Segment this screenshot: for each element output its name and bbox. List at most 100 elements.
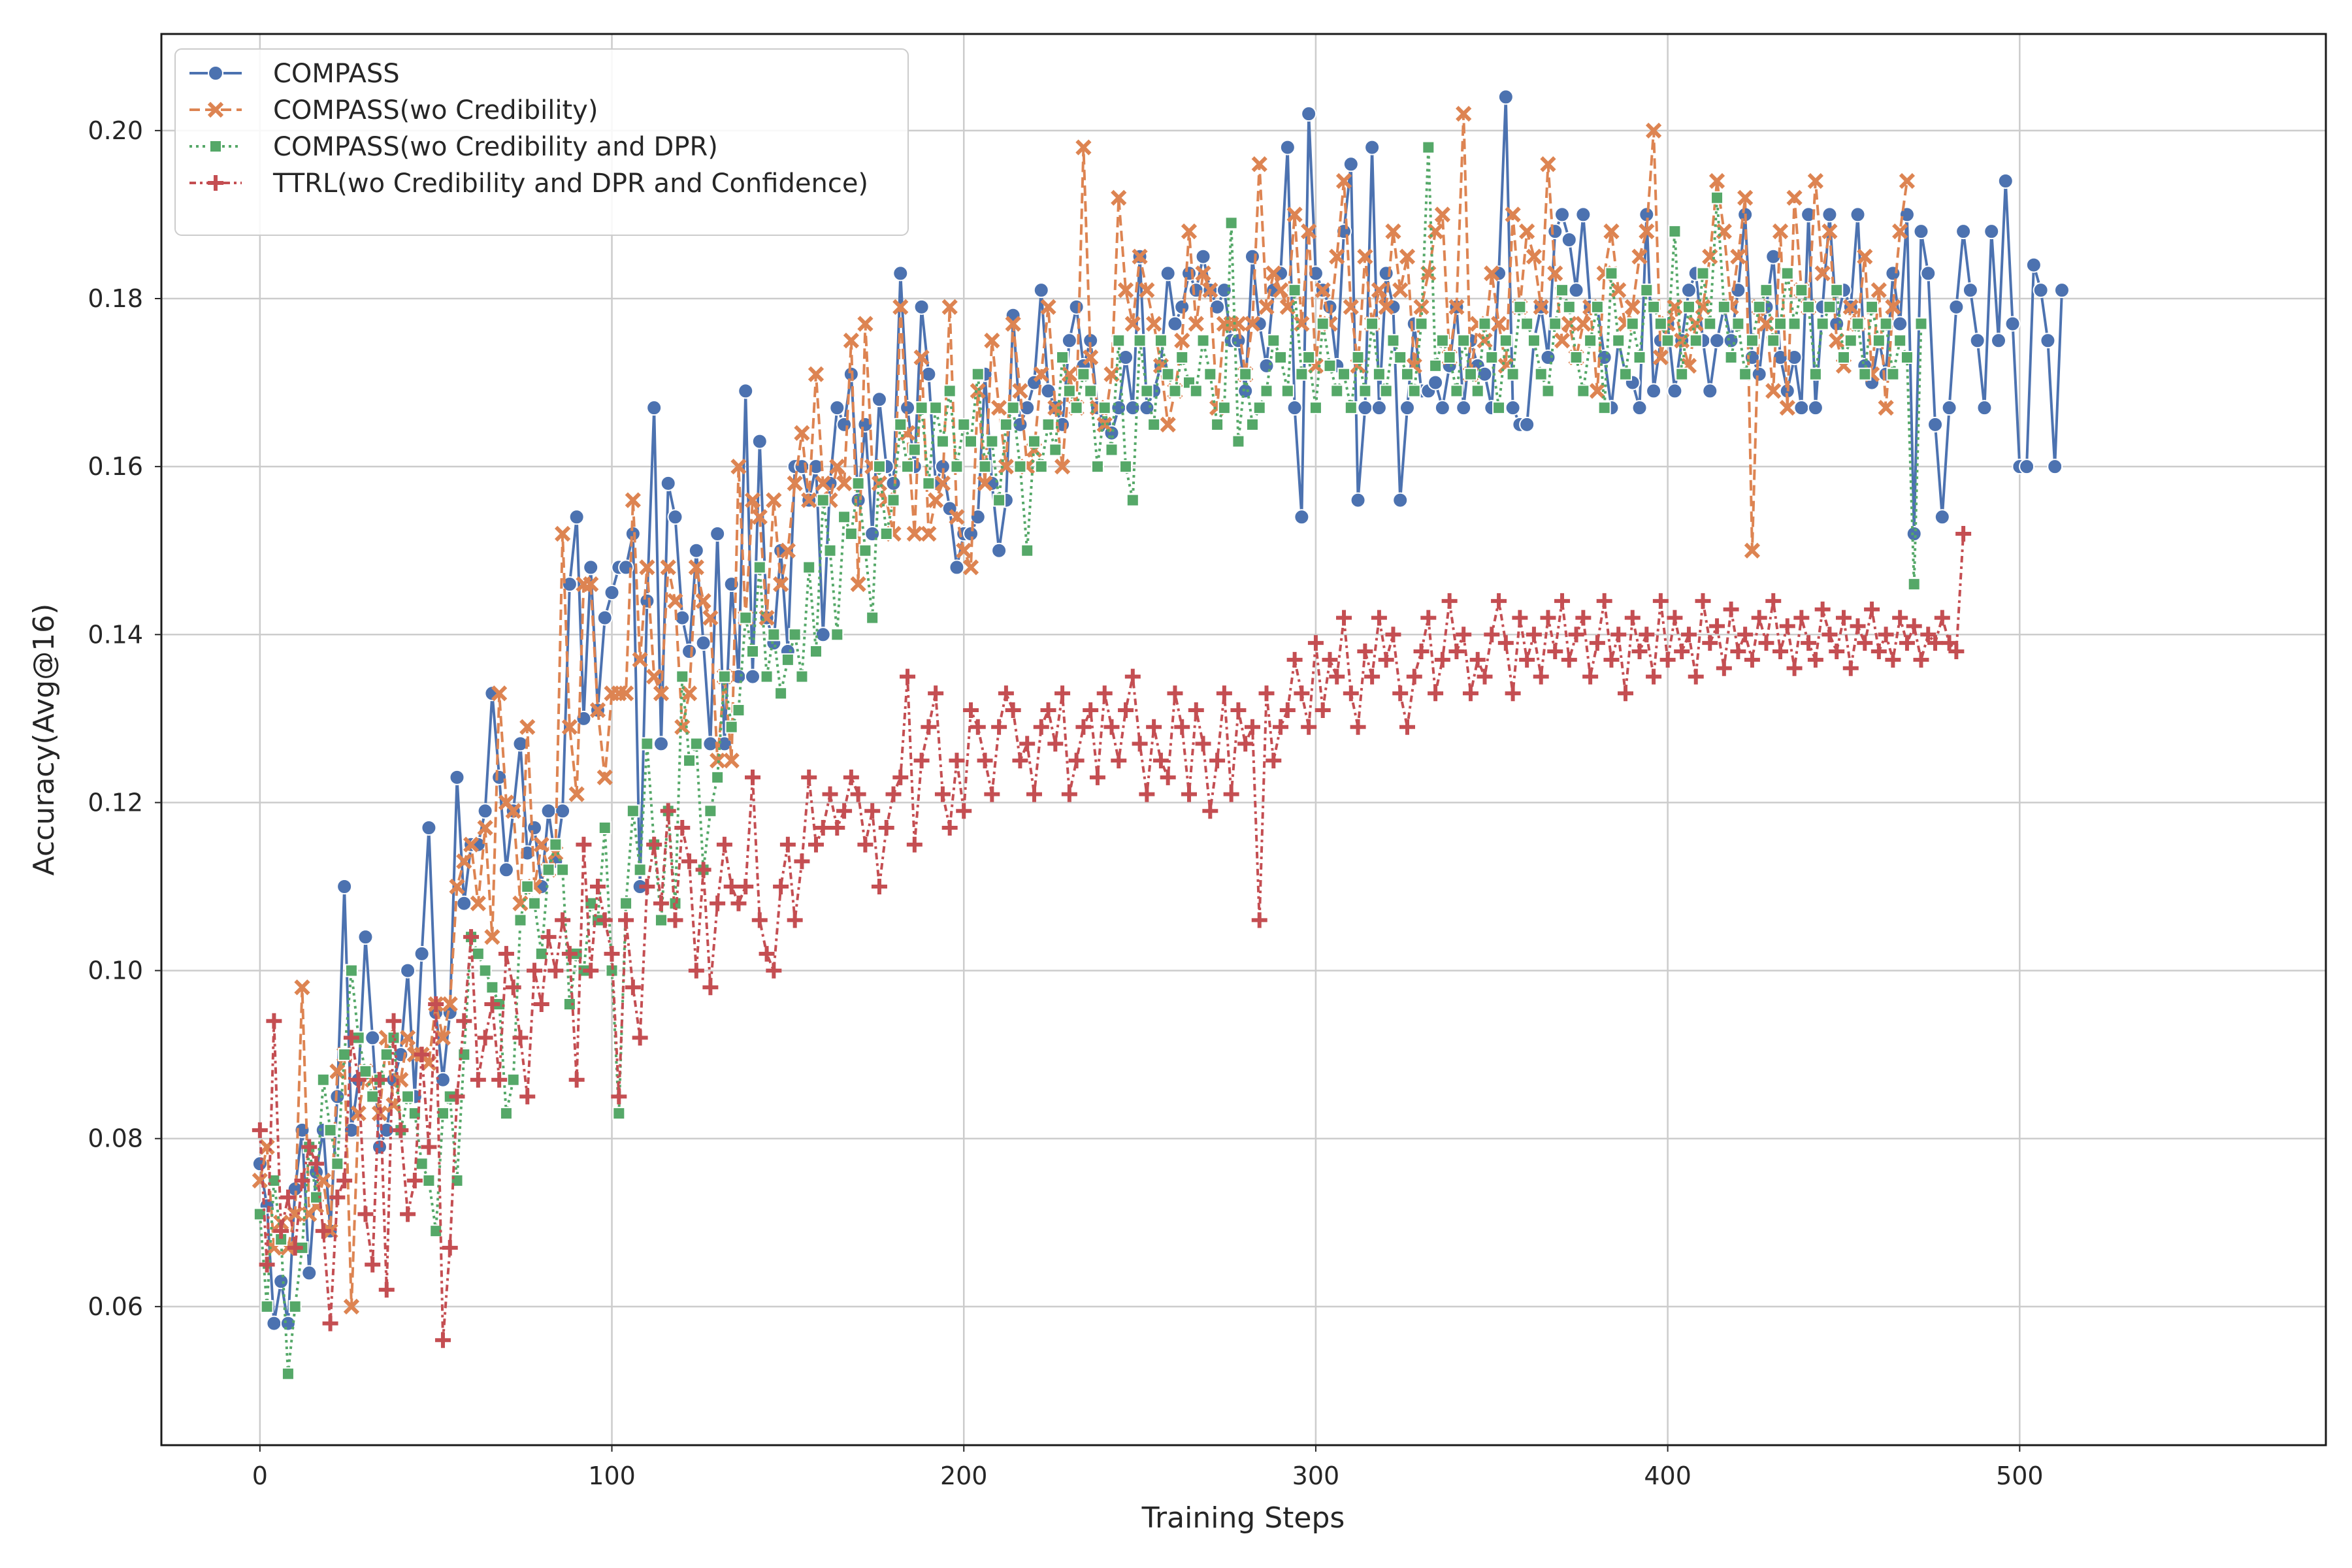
data-point	[646, 836, 662, 853]
data-point	[604, 585, 620, 600]
data-point	[1181, 786, 1197, 802]
data-point	[1195, 736, 1211, 752]
data-point	[1618, 367, 1632, 381]
data-point	[1948, 299, 1965, 315]
data-point	[929, 401, 943, 415]
data-point	[1793, 610, 1810, 626]
data-point	[1124, 316, 1141, 332]
data-point	[1807, 172, 1824, 189]
data-point	[336, 1173, 353, 1188]
data-point	[1343, 156, 1359, 172]
data-point	[1751, 366, 1767, 382]
data-point	[1533, 299, 1549, 315]
data-point	[1561, 232, 1577, 248]
data-point	[1378, 265, 1394, 282]
data-point	[1075, 139, 1092, 155]
data-point	[1652, 593, 1669, 609]
data-point	[301, 1139, 318, 1155]
data-point	[1631, 248, 1648, 265]
data-point	[934, 475, 951, 491]
data-point	[1703, 317, 1717, 331]
data-point	[1429, 359, 1443, 372]
data-point	[1068, 753, 1085, 769]
data-point	[1281, 384, 1294, 398]
data-point	[1160, 416, 1176, 433]
data-point	[1049, 443, 1062, 457]
data-point	[915, 401, 928, 415]
data-point	[1786, 350, 1803, 365]
data-point	[540, 803, 557, 819]
legend-label: TTRL(wo Credibility and DPR and Confiden…	[272, 169, 868, 199]
legend-label: COMPASS(wo Credibility and DPR)	[273, 132, 718, 162]
data-point	[936, 434, 949, 448]
data-point	[428, 996, 444, 1012]
data-point	[1584, 334, 1597, 348]
data-point	[1779, 400, 1795, 416]
data-point	[928, 685, 944, 702]
data-point	[1302, 351, 1316, 364]
data-point	[1723, 601, 1739, 617]
data-point	[913, 753, 930, 769]
data-point	[1188, 702, 1204, 718]
data-point	[894, 417, 907, 431]
data-point	[808, 836, 824, 853]
data-point	[1392, 282, 1409, 299]
data-point	[1745, 334, 1759, 348]
data-point	[1807, 400, 1823, 416]
data-point	[533, 836, 549, 853]
data-point	[1661, 334, 1674, 348]
data-point	[716, 836, 732, 853]
data-point	[1955, 223, 1972, 240]
data-point	[1385, 627, 1401, 643]
data-point	[1322, 651, 1338, 668]
data-point	[1477, 668, 1493, 685]
data-point	[1752, 300, 1766, 314]
data-point	[1562, 300, 1576, 314]
data-point	[1997, 173, 2014, 189]
data-point	[406, 1173, 423, 1188]
data-point	[639, 879, 655, 894]
data-point	[568, 509, 585, 525]
data-point	[470, 895, 486, 911]
legend-marker	[208, 65, 223, 81]
data-point	[885, 475, 902, 491]
data-point	[1737, 189, 1754, 206]
data-point	[1019, 400, 1036, 416]
data-point	[1527, 334, 1541, 348]
data-point	[1695, 593, 1711, 609]
data-point	[1041, 417, 1055, 431]
data-point	[280, 1189, 296, 1205]
data-point	[843, 333, 859, 349]
data-point	[639, 559, 655, 576]
data-point	[1991, 333, 2007, 349]
data-point	[1519, 416, 1535, 433]
data-point	[1737, 627, 1754, 643]
data-point	[547, 962, 564, 979]
data-point	[1161, 367, 1175, 381]
legend-label: COMPASS(wo Credibility)	[273, 95, 598, 125]
data-point	[1624, 299, 1641, 315]
data-point	[1710, 191, 1724, 204]
data-point	[1301, 106, 1317, 122]
data-point	[399, 1030, 416, 1046]
data-point	[907, 443, 921, 457]
data-point	[1865, 300, 1879, 314]
data-point	[1371, 400, 1387, 416]
data-point	[1533, 668, 1549, 685]
data-point	[1202, 803, 1218, 819]
data-point	[1582, 668, 1599, 685]
data-point	[654, 913, 668, 927]
data-point	[434, 1332, 451, 1348]
data-point	[751, 509, 768, 525]
data-point	[1774, 317, 1788, 331]
data-point	[1244, 719, 1260, 735]
data-point	[1759, 284, 1773, 297]
data-point	[1941, 635, 1957, 651]
data-point	[1589, 383, 1606, 399]
data-point	[1251, 912, 1267, 928]
data-point	[273, 1273, 289, 1290]
data-point	[596, 610, 613, 626]
data-point	[400, 962, 416, 979]
data-point	[1561, 316, 1577, 332]
data-point	[730, 895, 747, 911]
